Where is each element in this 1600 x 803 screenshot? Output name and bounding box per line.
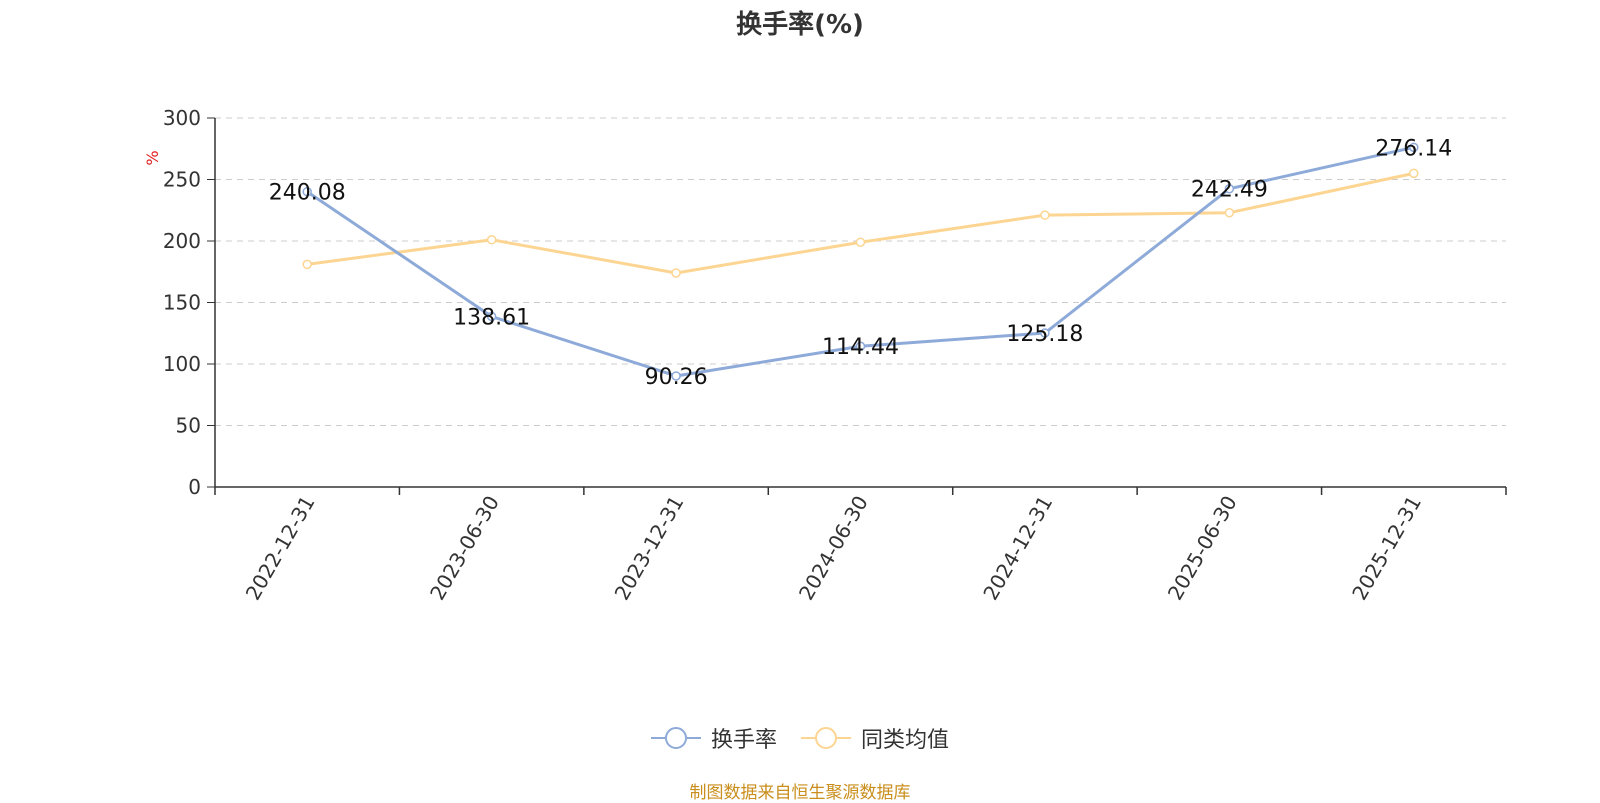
legend-marker-peer-average [801, 727, 851, 749]
legend-item-peer-average[interactable]: 同类均值 [801, 722, 949, 754]
legend-item-turnover[interactable]: 换手率 [650, 722, 777, 754]
data-point [1409, 168, 1419, 179]
data-point [302, 186, 312, 197]
x-tick-label: 2023-06-30 [425, 492, 504, 605]
data-point [486, 311, 497, 322]
data-label: 240.08 [269, 181, 346, 206]
y-tick-label: 100 [163, 352, 201, 376]
y-tick-label: 200 [163, 229, 201, 253]
x-tick-label: 2024-12-31 [978, 492, 1057, 605]
x-tick-label: 2022-12-31 [241, 492, 320, 605]
data-point [671, 371, 681, 381]
gridlines [215, 117, 1506, 426]
x-tick-label: 2025-12-31 [1347, 492, 1426, 605]
legend-label-turnover: 换手率 [710, 728, 777, 753]
data-label: 90.26 [645, 365, 708, 390]
y-tick-label: 0 [188, 475, 201, 499]
x-tick-label: 2024-06-30 [794, 492, 873, 605]
data-point [671, 268, 681, 278]
data-label: 125.18 [1006, 322, 1083, 347]
legend-marker-turnover [650, 727, 701, 749]
data-label: 138.61 [453, 306, 530, 331]
data-labels: 240.08 138.61 90.26 114.44 125.18 242.49 276.1… [269, 136, 1453, 390]
data-point [1409, 142, 1419, 153]
chart-title: 换手率(%) [736, 10, 864, 40]
data-point [302, 259, 312, 270]
legend-label-peer-average: 同类均值 [861, 728, 950, 753]
x-tick-label: 2025-06-30 [1163, 492, 1242, 605]
data-label: 114.44 [822, 335, 899, 360]
data-point [486, 235, 497, 245]
data-point [1040, 328, 1050, 338]
data-point [855, 237, 866, 247]
data-point [1224, 207, 1235, 218]
data-label: 242.49 [1191, 178, 1268, 203]
y-tick-label: 50 [176, 414, 201, 438]
y-tick-label: 300 [163, 106, 201, 130]
data-point [1040, 210, 1050, 220]
y-tick-label: 150 [163, 291, 201, 315]
series-lines [302, 142, 1419, 381]
data-label: 276.14 [1375, 136, 1452, 161]
data-point [1224, 183, 1235, 194]
y-tick-label: 250 [163, 168, 201, 192]
legend: 换手率 同类均值 [0, 722, 1600, 754]
data-point [855, 341, 866, 351]
x-tick-label: 2023-12-31 [609, 492, 688, 605]
source-note: 制图数据来自恒生聚源数据库 [689, 783, 911, 803]
y-axis-unit-label: % [143, 150, 162, 165]
